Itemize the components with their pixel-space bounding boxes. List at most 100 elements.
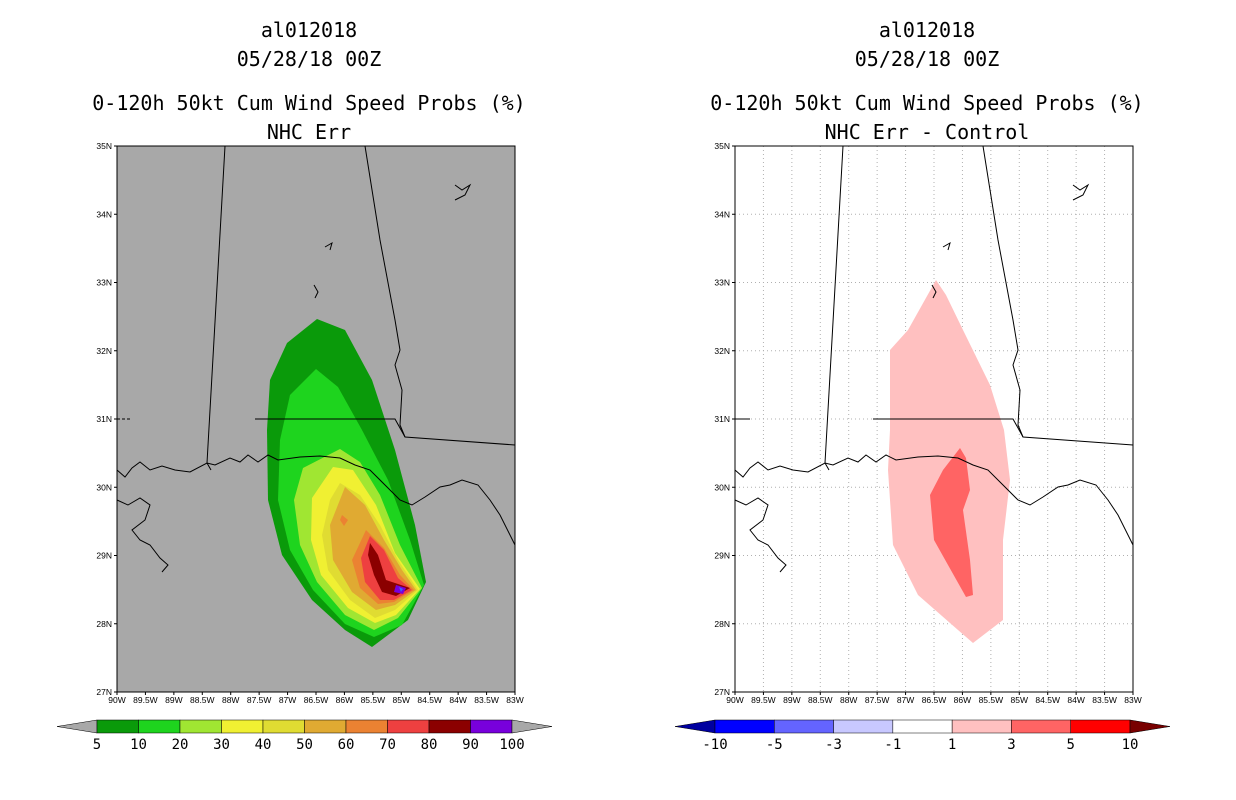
lon-label: 87.5W <box>247 695 272 705</box>
colorbar-label: 20 <box>171 737 189 753</box>
storm-id: al012018 <box>878 18 976 42</box>
lat-label: 29N <box>714 551 730 561</box>
ga-coast-feature <box>454 183 472 201</box>
contour-3-to-5 <box>930 448 973 597</box>
lat-label: 27N <box>714 687 730 697</box>
colorbar-box <box>179 719 222 734</box>
panel-nhc-err-control: al012018 05/28/18 00Z 0-120h 50kt Cum Wi… <box>618 0 1236 800</box>
lat-tick-labels: 35N 34N 33N 32N 31N 30N 29N 28N 27N <box>96 141 117 697</box>
colorbar-label: 100 <box>499 737 525 753</box>
difference-map: 35N 34N 33N 32N 31N 30N 29N 28N 27N 90W 89.5W 89W 8… <box>714 141 1141 705</box>
louisiana-coast <box>116 497 169 573</box>
lat-label: 33N <box>714 278 730 288</box>
state-border-al-ga <box>982 145 1024 438</box>
lon-label: 86W <box>954 695 971 705</box>
colorbar-label: 50 <box>296 737 313 753</box>
colorbar-under-triangle <box>674 719 716 734</box>
colorbar-label: 1 <box>947 737 957 753</box>
lon-label: 84W <box>1067 695 1084 705</box>
lon-label: 89.5W <box>133 695 158 705</box>
datetime: 05/28/18 00Z <box>854 47 1000 71</box>
colorbar-label: 70 <box>379 737 396 753</box>
colorbar-label: -1 <box>884 737 902 753</box>
gulf-coastline <box>116 454 516 546</box>
colorbar-label: -10 <box>702 737 728 753</box>
colorbar-label: 60 <box>337 737 355 753</box>
lat-tick-labels: 35N 34N 33N 32N 31N 30N 29N 28N 27N <box>714 141 735 697</box>
colorbar-box <box>428 719 471 734</box>
lon-label: 85.5W <box>979 695 1004 705</box>
plot-title: 0-120h 50kt Cum Wind Speed Probs (%) <box>92 91 526 115</box>
inland-lake-2 <box>931 284 937 299</box>
colorbar-box <box>96 719 139 734</box>
lon-label: 85.5W <box>361 695 386 705</box>
colorbar-box <box>1011 719 1071 734</box>
lon-label: 89W <box>165 695 182 705</box>
inland-lake <box>324 241 333 251</box>
lon-label: 83W <box>506 695 523 705</box>
lon-label: 88.5W <box>190 695 215 705</box>
colorbar-label: 3 <box>1007 737 1016 753</box>
lat-label: 35N <box>714 141 730 151</box>
storm-id: al012018 <box>260 18 358 42</box>
lon-label: 83.5W <box>1092 695 1117 705</box>
contour-small-orange <box>340 515 348 526</box>
lon-label: 83.5W <box>474 695 499 705</box>
colorbar-label: 10 <box>130 737 147 753</box>
colorbar-box <box>345 719 388 734</box>
contour-80 <box>368 543 410 596</box>
lon-tick-labels: 90W 89.5W 89W 88.5W 88W 87.5W 87W 86.5W 86W 85.5W… <box>108 692 524 705</box>
lon-label: 85W <box>1011 695 1028 705</box>
lat-label: 31N <box>714 414 730 424</box>
colorbar-box <box>951 719 1012 734</box>
lat-label: 30N <box>714 482 730 492</box>
lon-label: 89.5W <box>751 695 776 705</box>
gulf-coastline <box>734 454 1134 546</box>
lon-label: 86.5W <box>922 695 947 705</box>
colorbar-box <box>774 719 834 734</box>
colorbar-boxes <box>674 719 1171 734</box>
lon-label: 87W <box>279 695 296 705</box>
colorbar-label: 10 <box>1121 737 1139 753</box>
colorbar-box <box>892 719 953 734</box>
contour-1-to-3 <box>888 280 1010 643</box>
lon-label: 90W <box>726 695 743 705</box>
lon-label: 90W <box>108 695 125 705</box>
lon-label: 84.5W <box>1035 695 1060 705</box>
colorbar-label: 80 <box>420 737 438 753</box>
plot-title: 0-120h 50kt Cum Wind Speed Probs (%) <box>710 91 1144 115</box>
colorbar-box <box>714 719 775 734</box>
lon-label: 85W <box>393 695 410 705</box>
colorbar-box <box>221 719 264 734</box>
ga-coast-feature <box>1072 183 1090 201</box>
lon-label: 86.5W <box>304 695 329 705</box>
colorbar <box>56 719 553 734</box>
lat-label: 35N <box>96 141 112 151</box>
lat-label: 28N <box>714 619 730 629</box>
datetime: 05/28/18 00Z <box>236 47 382 71</box>
lat-label: 31N <box>96 414 112 424</box>
lon-label: 84W <box>449 695 466 705</box>
lon-label: 86W <box>336 695 353 705</box>
lon-label: 88W <box>840 695 857 705</box>
colorbar-label: 40 <box>254 737 272 753</box>
panel-nhc-err: al012018 05/28/18 00Z 0-120h 50kt Cum Wi… <box>56 18 553 753</box>
lat-label: 33N <box>96 278 112 288</box>
lon-label: 83W <box>1124 695 1141 705</box>
lat-label: 34N <box>714 209 730 219</box>
plot-subtitle: NHC Err - Control <box>824 120 1030 144</box>
probability-contours <box>267 319 426 647</box>
lat-label: 27N <box>96 687 112 697</box>
lon-label: 87W <box>897 695 914 705</box>
colorbar-box <box>833 719 894 734</box>
state-border-fl-al <box>873 418 1134 446</box>
lon-label: 88W <box>222 695 239 705</box>
colorbar-box <box>138 719 181 734</box>
lat-label: 32N <box>714 346 730 356</box>
contour-100 <box>399 587 403 592</box>
lat-label: 34N <box>96 209 112 219</box>
colorbar-label: 90 <box>462 737 479 753</box>
colorbar-box <box>304 719 347 734</box>
colorbar-box <box>470 719 513 734</box>
colorbar-label: 30 <box>213 737 230 753</box>
